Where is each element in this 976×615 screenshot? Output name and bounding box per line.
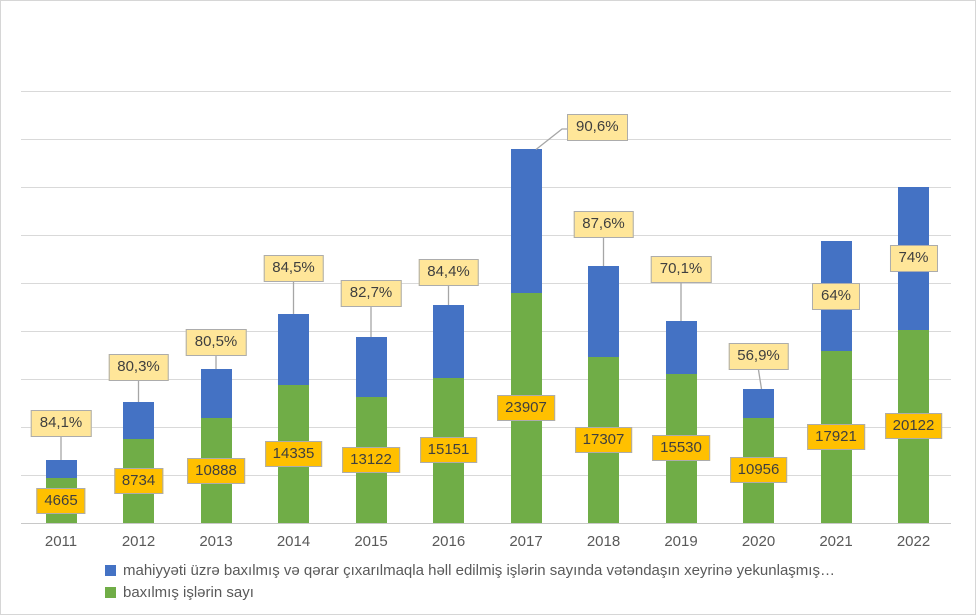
gridline <box>21 138 951 140</box>
x-axis-label: 2020 <box>741 533 776 550</box>
bar-mahiyyeti <box>278 313 309 386</box>
legend-item-baxilmis: baxılmış işlərin sayı <box>105 581 835 603</box>
percent-label: 56,9% <box>728 343 789 371</box>
percent-label: 80,3% <box>108 354 169 381</box>
percent-label: 87,6% <box>573 211 634 239</box>
value-label: 20122 <box>884 413 943 440</box>
value-label: 10956 <box>729 457 788 484</box>
legend-label-mahiyyeti: mahiyyəti üzrə baxılmış və qərar çıxarıl… <box>123 561 835 579</box>
legend-marker-blue-icon <box>105 564 116 576</box>
gridline <box>21 330 951 332</box>
value-label: 23907 <box>497 395 555 422</box>
value-label: 15151 <box>419 437 478 464</box>
x-axis-label: 2014 <box>276 533 311 550</box>
bar-mahiyyeti <box>45 459 77 479</box>
percent-label: 82,7% <box>340 280 402 308</box>
bar-mahiyyeti <box>510 149 542 294</box>
x-axis-label: 2013 <box>199 533 233 550</box>
percent-label: 84,4% <box>418 258 479 286</box>
gridline <box>21 234 951 236</box>
percent-label: 70,1% <box>650 256 712 284</box>
x-axis-line <box>21 522 951 524</box>
x-axis-label: 2012 <box>121 533 156 550</box>
leader-line <box>757 369 763 390</box>
value-label: 17921 <box>807 423 865 450</box>
bar-mahiyyeti <box>588 266 619 357</box>
gridline <box>21 426 951 428</box>
bar-mahiyyeti <box>743 389 774 418</box>
bar-mahiyyeti <box>355 337 387 398</box>
x-axis-label: 2016 <box>431 533 466 550</box>
bar-mahiyyeti <box>433 304 464 378</box>
value-label: 8734 <box>113 468 164 495</box>
x-axis-label: 2019 <box>664 533 698 550</box>
gridline <box>21 474 951 476</box>
bar-mahiyyeti <box>123 402 154 440</box>
percent-label: 90,6% <box>567 114 628 141</box>
bar-mahiyyeti <box>200 369 232 419</box>
value-label: 15530 <box>652 435 710 462</box>
gridline <box>21 186 951 188</box>
x-axis-label: 2015 <box>354 533 388 550</box>
percent-label: 84,5% <box>263 254 324 282</box>
value-label: 13122 <box>342 447 400 473</box>
x-axis-label: 2021 <box>819 533 853 550</box>
value-label: 14335 <box>264 441 323 468</box>
legend-marker-green-icon <box>105 586 116 598</box>
x-axis-label: 2011 <box>44 533 78 550</box>
legend-item-mahiyyeti: mahiyyəti üzrə baxılmış və qərar çıxarıl… <box>105 559 835 581</box>
percent-label: 74% <box>889 245 938 272</box>
value-label: 17307 <box>574 426 633 453</box>
gridline <box>21 282 951 284</box>
bar-mahiyyeti <box>665 321 697 374</box>
x-axis-label: 2022 <box>896 533 931 550</box>
value-label: 4665 <box>36 487 86 514</box>
value-label: 10888 <box>187 457 245 484</box>
gridline <box>21 90 951 92</box>
x-axis-label: 2018 <box>586 533 621 550</box>
gridline <box>21 378 951 380</box>
legend-label-baxilmis: baxılmış işlərin sayı <box>123 583 254 601</box>
percent-label: 84,1% <box>30 409 92 437</box>
legend: mahiyyəti üzrə baxılmış və qərar çıxarıl… <box>105 559 835 603</box>
percent-label: 64% <box>811 283 861 310</box>
percent-label: 80,5% <box>185 329 247 357</box>
x-axis-label: 2017 <box>509 533 543 550</box>
